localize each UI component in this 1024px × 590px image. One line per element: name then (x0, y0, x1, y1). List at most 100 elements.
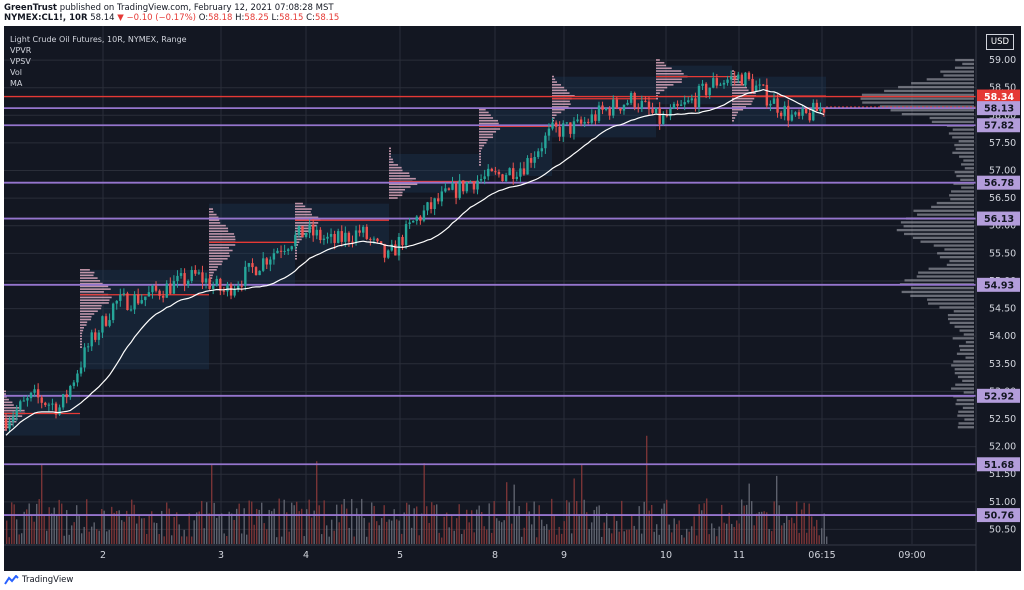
volume-bar (821, 528, 823, 544)
volume-bar (256, 508, 258, 544)
candle-body (340, 231, 343, 242)
vpvr-bar (912, 236, 974, 239)
session-profile-bar (209, 246, 230, 249)
volume-bar (16, 519, 18, 544)
session-profile-bar (4, 409, 25, 412)
chart-canvas[interactable]: 59.00 58.50 58.00 57.50 57.00 56.50 56.00 55.50… (4, 26, 1021, 571)
volume-bar (316, 461, 318, 544)
legend-vpvr[interactable]: VPVR (10, 46, 32, 55)
candle-body (797, 112, 801, 116)
volume-bar (131, 499, 133, 544)
open-value: 58.18 (208, 13, 233, 23)
session-profile-bar (552, 108, 565, 111)
candle-body (122, 293, 126, 295)
candle-body (126, 293, 129, 310)
volume-bar (761, 511, 763, 544)
volume-bar (88, 531, 90, 544)
legend-vpsv[interactable]: VPSV (10, 57, 31, 66)
volume-bar (206, 502, 208, 544)
x-tick-label: 3 (218, 550, 224, 561)
candle-body (211, 285, 215, 289)
volume-bar (61, 503, 63, 544)
volume-bar (641, 533, 643, 544)
volume-bar (8, 537, 10, 544)
candle-body (754, 85, 758, 92)
candle-body (583, 121, 586, 124)
session-profile-bar (389, 191, 403, 194)
candle-body (758, 84, 761, 86)
vpvr-bar (917, 213, 974, 216)
volume-bar (181, 536, 183, 544)
candle-body (236, 285, 240, 290)
session-profile-bar (209, 277, 213, 279)
session-profile-bar (389, 197, 398, 199)
volume-bar (503, 520, 505, 544)
volume-bar (278, 498, 280, 544)
candle-body (604, 108, 608, 110)
price-tag (977, 101, 1020, 116)
volume-bar (476, 509, 478, 544)
volume-bar (281, 536, 283, 544)
volume-bar (296, 501, 298, 544)
chart-pane[interactable]: 59.00 58.50 58.00 57.50 57.00 56.50 56.00 55.50… (4, 26, 1021, 571)
volume-bar (121, 520, 123, 544)
session-profile-bar (4, 398, 9, 401)
candle-body (447, 188, 451, 190)
vpvr-bar (949, 321, 974, 325)
candle-body (458, 180, 461, 198)
session-profile-bar (4, 393, 6, 395)
session-profile-bar (209, 216, 219, 219)
y-tick-label: 58.50 (989, 83, 1016, 94)
candle-body (201, 272, 204, 283)
currency-button[interactable]: USD (986, 34, 1014, 50)
volume-bar (806, 532, 808, 544)
publisher-name[interactable]: GreenTrust (4, 3, 57, 13)
candle-body (522, 168, 526, 175)
session-profile-bar (295, 222, 319, 224)
volume-bar (153, 522, 155, 544)
candle-body (376, 238, 379, 242)
volume-bar (458, 504, 460, 544)
candle-body (712, 78, 715, 88)
candle-body (587, 121, 590, 123)
candle-body (36, 389, 40, 398)
session-profile-bar (295, 216, 319, 219)
candle-body (576, 119, 579, 122)
chart-legend: Light Crude Oil Futures, 10R, NYMEX, Ran… (10, 34, 187, 89)
volume-bar (463, 529, 465, 544)
volume-bar (378, 525, 380, 544)
vpvr-bar (939, 306, 974, 309)
volume-bar (401, 533, 403, 544)
session-profile-bar (552, 106, 569, 108)
volume-bar (183, 529, 185, 544)
volume-bar (411, 527, 413, 544)
legend-vol[interactable]: Vol (10, 68, 22, 77)
price-tag (977, 277, 1020, 292)
volume-bar (78, 515, 80, 544)
volume-bar (351, 498, 353, 544)
session-profile-bar (295, 241, 300, 244)
low-label: L: (271, 13, 280, 23)
volume-bar (733, 526, 735, 544)
candle-body (794, 112, 797, 115)
legend-title[interactable]: Light Crude Oil Futures, 10R, NYMEX, Ran… (10, 35, 187, 44)
volume-bar (41, 463, 43, 544)
session-profile-bar (656, 84, 674, 86)
volume-bar (198, 511, 200, 544)
legend-ma[interactable]: MA (10, 79, 23, 88)
volume-bar (436, 504, 438, 544)
volume-bar (753, 525, 755, 544)
volume-bar (236, 508, 238, 544)
volume-bar (453, 530, 455, 544)
session-profile-bar (479, 153, 481, 155)
candle-body (183, 273, 186, 286)
session-profile-bar (479, 164, 481, 166)
y-tick-label: 56.50 (989, 193, 1016, 204)
tradingview-brand[interactable]: TradingView (22, 575, 74, 585)
x-tick-label: 8 (492, 550, 498, 561)
candle-body (372, 238, 376, 240)
candle-body (119, 294, 122, 301)
session-profile-bar (389, 183, 418, 186)
volume-bar (791, 517, 793, 544)
session-profile-bar (80, 299, 110, 301)
